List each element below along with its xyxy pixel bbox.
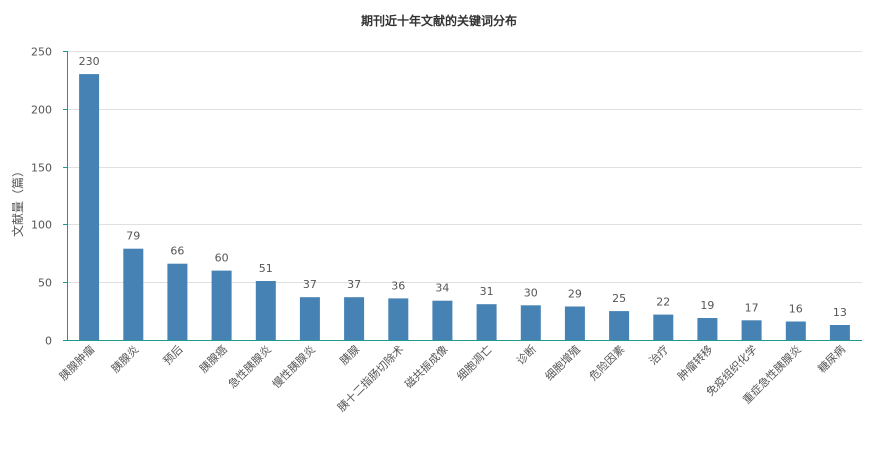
bar — [299, 297, 320, 340]
bar — [388, 298, 409, 340]
bar-value-label: 22 — [656, 296, 670, 309]
bar — [167, 263, 188, 340]
bar-value-label: 13 — [833, 306, 847, 319]
bar-value-label: 36 — [391, 279, 405, 292]
x-tick-label: 危险因素 — [586, 342, 627, 383]
y-tick-label: 200 — [31, 104, 52, 117]
y-tick-label: 150 — [31, 162, 52, 175]
bar — [697, 318, 718, 340]
x-tick-label: 胰腺肿瘤 — [56, 342, 97, 383]
grid-lines — [67, 51, 862, 283]
bar — [520, 305, 541, 340]
bar-value-label: 31 — [480, 285, 494, 298]
bar-value-label: 17 — [745, 301, 759, 314]
x-tick-label: 治疗 — [646, 342, 671, 367]
bar-value-label: 25 — [612, 292, 626, 305]
bar — [476, 304, 497, 340]
chart-title: 期刊近十年文献的关键词分布 — [360, 14, 517, 28]
bar-value-label: 30 — [524, 286, 538, 299]
bar-value-label: 51 — [259, 262, 273, 275]
bar-value-label: 29 — [568, 288, 582, 301]
x-tick-label: 肿瘤转移 — [675, 342, 716, 383]
bar — [123, 248, 144, 340]
bar — [564, 306, 585, 340]
y-tick-label: 50 — [38, 277, 52, 290]
bar — [829, 325, 850, 340]
x-tick-label: 慢性胰腺炎 — [269, 342, 318, 391]
bar-value-label: 79 — [126, 230, 140, 243]
x-tick-label: 细胞增殖 — [542, 342, 583, 383]
y-tick-label: 250 — [31, 46, 52, 59]
y-axis-label: 文献量（篇） — [10, 165, 25, 237]
x-tick-label: 胰腺炎 — [108, 342, 141, 375]
bar-value-label: 230 — [79, 55, 100, 68]
bar-value-label: 66 — [170, 245, 184, 258]
x-tick-label: 预后 — [161, 343, 186, 368]
bar-value-label: 34 — [435, 282, 449, 295]
x-tick-label: 胰腺 — [337, 342, 362, 367]
y-tick-label: 0 — [45, 335, 52, 348]
x-tick-label: 细胞凋亡 — [454, 342, 495, 383]
labels: 0 50 100 150 200 250 230 胰腺肿瘤 79 胰腺炎 66 预后 60 胰腺癌 51 急性… — [31, 46, 848, 415]
bar — [255, 281, 276, 340]
x-tick-label: 急性胰腺炎 — [225, 342, 274, 391]
bar-value-label: 37 — [347, 278, 361, 291]
axes — [63, 51, 862, 341]
y-tick-label: 100 — [31, 219, 52, 232]
x-tick-label: 诊断 — [513, 342, 538, 367]
bar — [653, 314, 674, 340]
bar-value-label: 60 — [215, 252, 229, 265]
bar — [432, 300, 453, 340]
bar-value-label: 16 — [789, 303, 803, 316]
bar — [609, 311, 630, 340]
bar — [211, 270, 232, 340]
x-tick-label: 胰腺癌 — [196, 342, 229, 375]
bar — [344, 297, 365, 340]
bar — [785, 321, 806, 340]
bar-value-label: 19 — [700, 299, 714, 312]
bar-value-label: 37 — [303, 278, 317, 291]
bar — [79, 74, 100, 340]
x-tick-label: 糖尿病 — [815, 342, 848, 375]
bars — [79, 74, 850, 340]
x-tick-label: 磁共振成像 — [402, 342, 451, 391]
bar — [741, 320, 762, 340]
